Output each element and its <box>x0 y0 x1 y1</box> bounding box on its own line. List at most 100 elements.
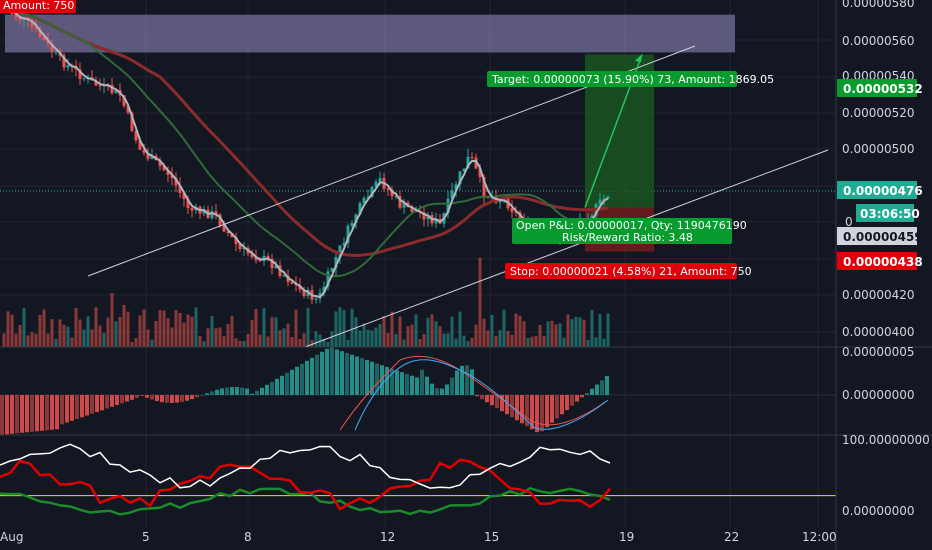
volume-bar <box>574 316 578 347</box>
macd-bar <box>285 372 289 395</box>
macd-bar <box>585 393 589 395</box>
volume-bar <box>134 338 138 347</box>
candle-body <box>78 69 82 79</box>
macd-bar <box>550 395 554 423</box>
volume-bar <box>542 335 546 347</box>
volume-bar <box>346 339 350 347</box>
volume-bar <box>18 324 22 347</box>
candle-body <box>158 160 162 167</box>
time-tick: 12 <box>380 530 395 544</box>
macd-bar <box>5 395 9 435</box>
volume-bar <box>42 309 46 347</box>
volume-bar <box>394 334 398 347</box>
candle-body <box>598 199 602 205</box>
volume-bar <box>482 318 486 347</box>
volume-bar <box>198 336 202 347</box>
candle-body <box>54 51 58 53</box>
time-tick: Aug <box>0 530 23 544</box>
macd-bar <box>30 395 34 432</box>
macd-bar <box>280 375 284 395</box>
candle-body <box>290 282 294 284</box>
volume-bar <box>506 330 510 347</box>
candle-body <box>426 215 430 220</box>
macd-bar <box>150 395 154 400</box>
volume-bar <box>62 324 66 347</box>
macd-bar <box>180 395 184 402</box>
candle-body <box>250 253 254 258</box>
target-price-tag: 0.00000532 <box>843 82 923 96</box>
macd-bar <box>330 347 334 395</box>
price-tick: 0.00000520 <box>842 106 915 120</box>
volume-bar <box>562 337 566 347</box>
candle-body <box>342 243 346 246</box>
macd-line <box>354 359 609 431</box>
candle-body <box>458 171 462 185</box>
volume-bar <box>102 332 106 347</box>
macd-bar <box>270 381 274 395</box>
ma-slow <box>3 6 608 258</box>
macd-bar <box>110 395 114 407</box>
current-price-tag-bg <box>837 181 917 199</box>
macd-bar <box>265 384 269 395</box>
candle-body <box>94 80 98 86</box>
macd-bar <box>225 387 229 395</box>
macd-bar <box>500 395 504 412</box>
volume-bar <box>110 292 114 347</box>
volume-bar <box>242 340 246 347</box>
volume-bar <box>586 339 590 347</box>
macd-bar <box>210 391 214 395</box>
macd-bar <box>165 395 169 403</box>
volume-bar <box>30 332 34 347</box>
macd-bar <box>255 390 259 395</box>
volume-bar <box>454 338 458 347</box>
macd-bar <box>375 363 379 395</box>
candle-body <box>474 157 478 169</box>
volume-bar <box>22 308 26 347</box>
macd-bar <box>205 393 209 395</box>
volume-bar <box>258 334 262 347</box>
macd-bar <box>605 376 609 395</box>
macd-bar <box>425 376 429 395</box>
candle-body <box>274 265 278 269</box>
macd-bar <box>380 365 384 395</box>
volume-bar <box>338 307 342 347</box>
volume-bar <box>226 324 230 347</box>
volume-bar <box>206 328 210 347</box>
candle-body <box>238 243 242 250</box>
candle-body <box>434 219 438 224</box>
macd-bar <box>470 369 474 395</box>
macd-bar <box>355 356 359 395</box>
candle-body <box>446 198 450 214</box>
macd-bar <box>565 395 569 411</box>
candle-body <box>166 170 170 175</box>
macd-bar <box>315 354 319 395</box>
open-pnl-label: Open P&L: 0.00000017, Qty: 1190476190 <box>516 219 747 232</box>
candle-body <box>498 200 502 203</box>
volume-bar <box>150 339 154 347</box>
volume-bar <box>10 314 14 347</box>
volume-bar <box>390 311 394 347</box>
macd-bar <box>465 365 469 395</box>
volume-bar <box>38 314 42 347</box>
price-tick: 0.00000420 <box>842 288 915 302</box>
volume-bar <box>366 329 370 347</box>
target-label: Target: 0.00000073 (15.90%) 73, Amount: … <box>491 73 774 86</box>
price-tick: 0.00000500 <box>842 142 915 156</box>
macd-bar <box>530 395 534 430</box>
macd-bar <box>385 366 389 395</box>
volume-bar <box>358 330 362 347</box>
volume-bar <box>330 331 334 347</box>
candle-body <box>174 178 178 186</box>
macd-bar <box>175 395 179 403</box>
stop-label: Stop: 0.00000021 (4.58%) 21, Amount: 750 <box>510 265 752 278</box>
macd-bar <box>440 388 444 395</box>
macd-bar <box>335 349 339 395</box>
volume-bar <box>154 320 158 347</box>
moving-averages <box>3 6 609 299</box>
macd-bar <box>250 393 254 395</box>
candle-body <box>30 19 34 27</box>
macd-bar <box>390 368 394 395</box>
candle-body <box>282 275 286 277</box>
candle-body <box>82 78 86 80</box>
